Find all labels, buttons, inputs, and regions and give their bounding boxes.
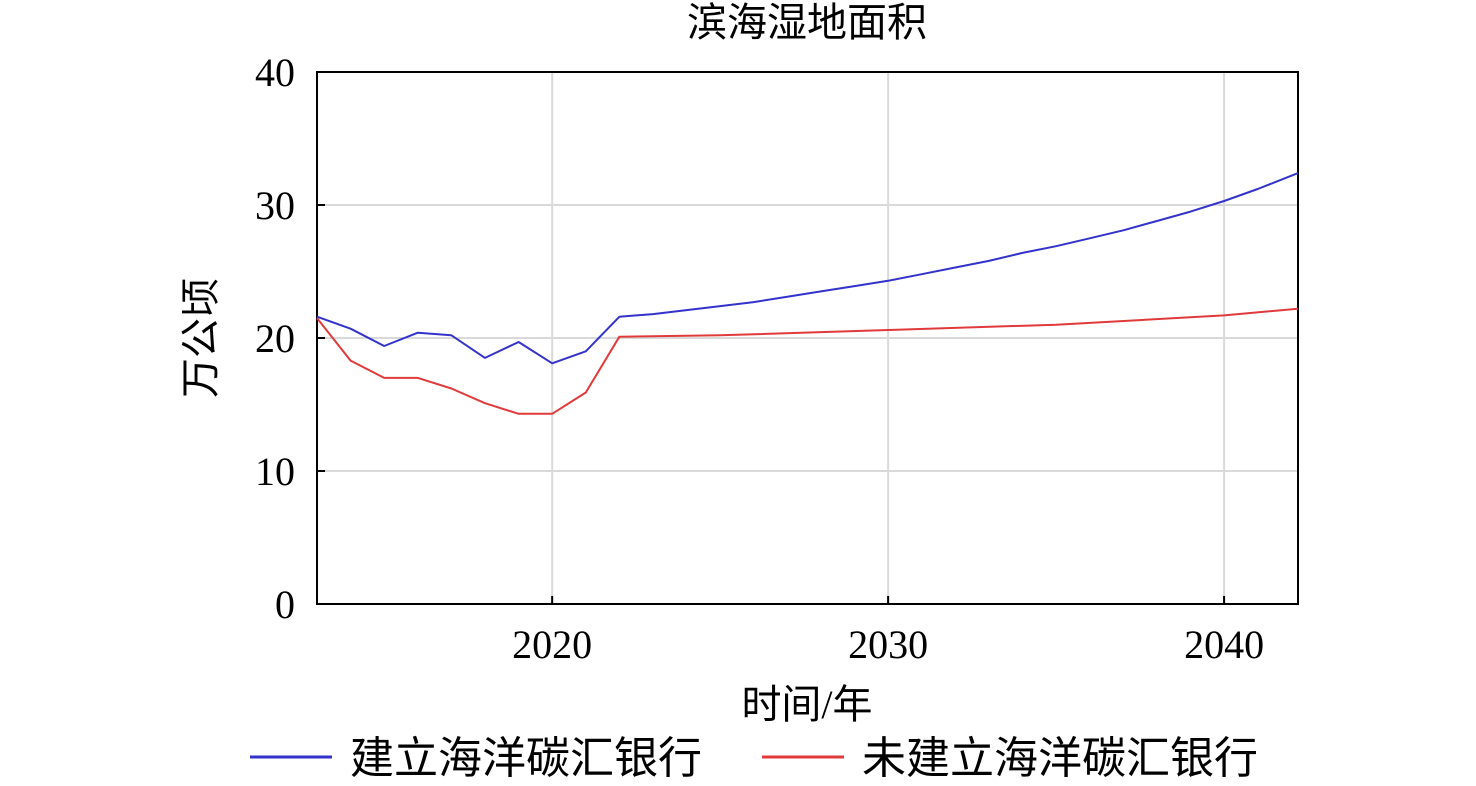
- chart-title: 滨海湿地面积: [687, 0, 927, 45]
- y-tick-label: 0: [275, 582, 295, 627]
- grid-lines: [317, 72, 1298, 604]
- x-tick-label: 2040: [1184, 622, 1264, 667]
- series-line-2: [316, 307, 1299, 415]
- y-axis-label: 万公顷: [178, 278, 223, 398]
- x-tick-label: 2020: [512, 622, 592, 667]
- legend: 建立海洋碳汇银行 未建立海洋碳汇银行: [250, 734, 1258, 783]
- x-tick-label: 2030: [848, 622, 928, 667]
- y-tick-label: 10: [255, 449, 295, 494]
- y-tick-label: 40: [255, 50, 295, 95]
- y-tick-label: 30: [255, 183, 295, 228]
- legend-label-series-2: 未建立海洋碳汇银行: [862, 734, 1258, 783]
- y-tick-label: 20: [255, 316, 295, 361]
- series-lines: [316, 172, 1299, 415]
- legend-label-series-1: 建立海洋碳汇银行: [350, 734, 702, 783]
- series-line-1: [316, 172, 1299, 365]
- x-axis-label: 时间/年: [741, 682, 872, 727]
